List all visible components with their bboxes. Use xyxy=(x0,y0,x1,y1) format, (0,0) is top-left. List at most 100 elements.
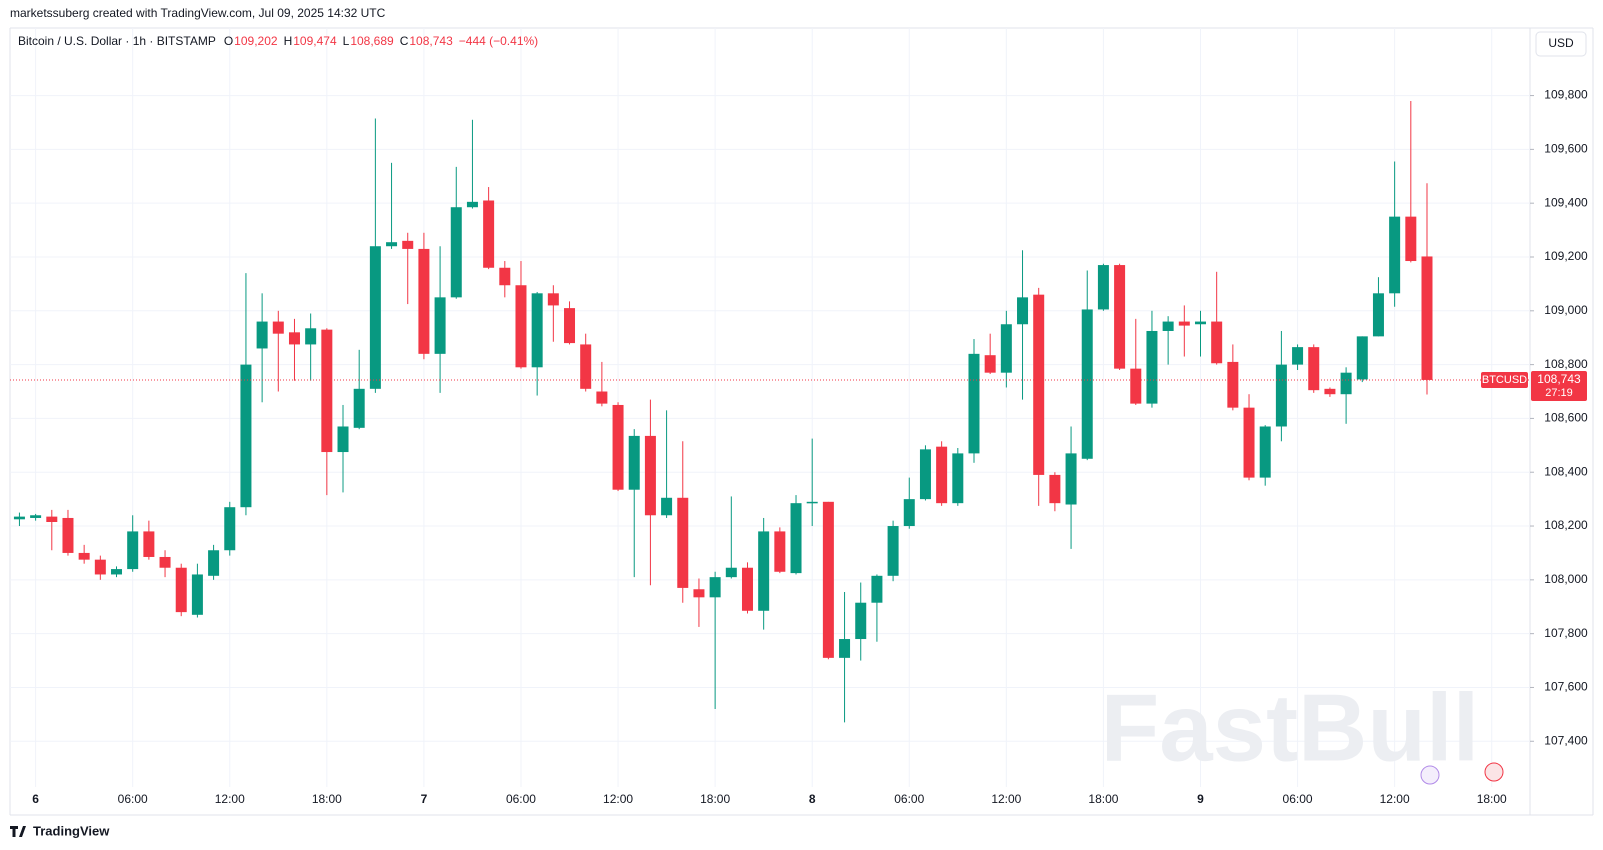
price-tag-bg xyxy=(1531,370,1587,401)
ohlc-value: 108,689 xyxy=(350,34,394,48)
symbol-tag-bg xyxy=(1481,371,1528,388)
x-tick-label: 9 xyxy=(1197,792,1204,806)
candle xyxy=(790,495,802,575)
candle-body xyxy=(499,267,511,286)
icon-flash[interactable] xyxy=(1420,765,1440,785)
candle xyxy=(1275,330,1287,442)
candle-body xyxy=(887,526,899,576)
change: −444 (−0.41%) xyxy=(459,34,538,48)
candle-body xyxy=(1049,474,1061,504)
x-tick-label: 18:00 xyxy=(700,792,730,806)
candle-body xyxy=(693,589,705,598)
candle xyxy=(321,328,333,496)
candle xyxy=(13,512,25,527)
y-tick-label: 108,000 xyxy=(1544,572,1588,586)
candle xyxy=(1308,344,1320,393)
candle-body xyxy=(1146,330,1158,404)
candle xyxy=(30,513,42,521)
candle xyxy=(1081,270,1093,461)
candle-body xyxy=(1114,265,1126,369)
candle xyxy=(612,402,624,492)
candle xyxy=(725,496,737,579)
y-tick-label: 109,200 xyxy=(1544,249,1588,263)
candle-body xyxy=(127,531,139,570)
candle-body xyxy=(564,308,576,344)
price-tag: 108,743 xyxy=(1537,372,1581,386)
y-tick-label: 109,400 xyxy=(1544,195,1588,209)
candle-body xyxy=(418,248,430,354)
y-tick-label: 108,400 xyxy=(1544,464,1588,478)
candle-body xyxy=(466,201,478,208)
candle-body xyxy=(531,293,543,368)
x-tick-label: 8 xyxy=(809,792,816,806)
candle xyxy=(596,361,608,407)
candle xyxy=(984,333,996,375)
candle xyxy=(741,562,753,614)
candle-body xyxy=(871,575,883,603)
ohlc-key: H xyxy=(284,34,293,48)
candle-body xyxy=(1017,297,1029,325)
currency[interactable]: USD xyxy=(1548,36,1574,50)
x-tick-label: 06:00 xyxy=(1283,792,1313,806)
candle xyxy=(580,333,592,392)
candle-body xyxy=(515,285,527,368)
candle xyxy=(240,273,252,516)
candle xyxy=(1292,344,1304,370)
candle-body xyxy=(774,531,786,572)
candle xyxy=(1049,472,1061,512)
candle-body xyxy=(596,391,608,404)
candle-body xyxy=(903,499,915,527)
candle-body xyxy=(208,550,220,576)
candle-body xyxy=(709,577,721,598)
candle xyxy=(1405,100,1417,263)
candle-body xyxy=(984,355,996,373)
candle-body xyxy=(369,246,381,389)
logo-icon xyxy=(10,826,26,837)
candle xyxy=(822,501,834,660)
candle xyxy=(256,293,268,403)
candle-body xyxy=(30,515,42,518)
candle-body xyxy=(855,602,867,640)
candle-body xyxy=(305,328,317,345)
candle xyxy=(94,555,106,580)
candle-body xyxy=(644,435,656,516)
candle-body xyxy=(661,497,673,516)
candle xyxy=(855,582,867,661)
candle-body xyxy=(272,321,284,334)
candle xyxy=(466,119,478,209)
candle xyxy=(1356,336,1368,383)
candle-body xyxy=(240,364,252,508)
candle-body xyxy=(111,569,123,575)
candle xyxy=(369,118,381,393)
y-tick-label: 109,800 xyxy=(1544,88,1588,102)
ohlc-value: 109,474 xyxy=(293,34,337,48)
icon-flag[interactable] xyxy=(1484,762,1504,782)
candle xyxy=(78,544,90,564)
candle xyxy=(159,550,171,578)
candle xyxy=(386,162,398,249)
candle xyxy=(224,501,236,556)
ohlc-key: O xyxy=(224,34,233,48)
candle xyxy=(919,445,931,501)
candle xyxy=(1243,394,1255,481)
candle-body xyxy=(434,297,446,354)
candle xyxy=(887,520,899,582)
candle xyxy=(515,261,527,369)
candle-body xyxy=(1243,407,1255,478)
candle xyxy=(402,232,414,305)
candle xyxy=(628,429,640,578)
candle-body xyxy=(612,404,624,490)
candle-body xyxy=(386,242,398,247)
logo: TradingView xyxy=(10,823,110,838)
candle-body xyxy=(1130,368,1142,404)
candle xyxy=(1340,367,1352,424)
candle-body xyxy=(1372,293,1384,337)
currency-button[interactable] xyxy=(1535,31,1587,57)
candle xyxy=(175,563,187,617)
candle xyxy=(46,509,58,551)
candle xyxy=(1178,305,1190,357)
candle xyxy=(1324,387,1336,397)
